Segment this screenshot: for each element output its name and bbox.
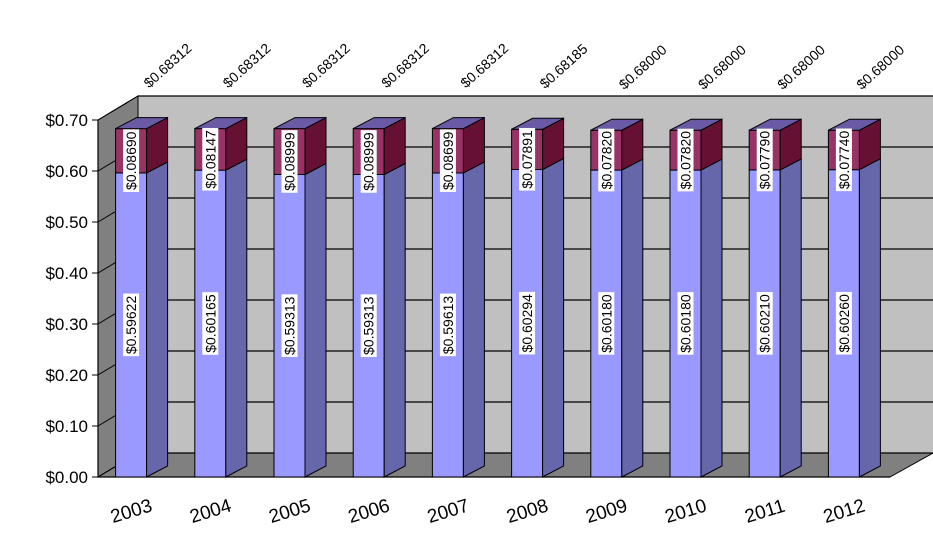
x-tick-label: 2008 [504,496,551,528]
data-label-background [519,127,536,191]
y-tick-label: $0.50 [45,213,88,232]
x-tick-label: 2009 [583,496,630,528]
x-tick-label: 2006 [346,496,393,528]
data-label: $0.07891 [519,130,535,189]
data-label: $0.08699 [440,131,456,190]
data-label-background [519,291,536,355]
bar-segment-side [146,161,169,478]
bar-segment-front [115,172,148,478]
y-tick-label: $0.20 [45,366,88,385]
x-tick-label: 2003 [108,496,155,528]
data-label-background [360,130,377,193]
data-label-background [360,294,377,357]
bar-segment-side [462,161,485,478]
data-label-background [123,129,140,192]
data-label: $0.60210 [757,294,773,353]
bar-segment-side [542,157,565,478]
data-label-background [835,291,852,355]
x-axis: 2003 2004 2005 2006 2007 2008 2009 2010 2011 2012 [108,495,867,528]
data-label: $0.07820 [598,131,614,190]
data-label: $0.60260 [836,294,852,353]
total-label: $0.68312 [140,40,194,91]
data-label: $0.07820 [678,131,694,190]
data-label-background [439,129,456,192]
y-tick-label: $0.10 [45,417,88,436]
data-label-background [123,293,140,357]
data-label: $0.08147 [202,130,218,189]
data-label: $0.07740 [836,131,852,190]
data-label-background [439,293,456,357]
total-label: $0.68312 [299,40,353,91]
data-labels: $0.59622 $0.08690 $0.60165 $0.08147 $0.59313… [123,127,852,357]
bar-segment-side [225,158,248,478]
bar-segment-side [700,158,723,478]
bar-top [432,117,485,130]
data-label: $0.59313 [361,296,377,355]
total-label: $0.68000 [774,41,828,92]
bar-segment-side [858,157,881,478]
data-label: $0.60180 [598,294,614,353]
data-label: $0.60165 [202,294,218,353]
bar-top [115,117,168,130]
data-label-background [202,127,219,191]
data-label: $0.60294 [519,294,535,353]
x-tick-label: 2007 [425,496,472,528]
data-label-background [281,294,298,357]
data-label: $0.60180 [678,294,694,353]
bar-segment-front [511,169,544,478]
bars [115,116,881,478]
y-tick-label: $0.00 [45,468,88,487]
x-tick-label: 2005 [267,496,314,528]
total-label: $0.68312 [378,40,432,91]
data-label-background [598,128,615,192]
bar-segment-side [304,162,327,478]
data-label-background [756,128,773,192]
bar-top [352,117,406,130]
data-label: $0.59613 [440,296,456,355]
data-label: $0.08999 [361,132,377,191]
data-label-background [756,292,773,355]
bar-top [273,117,327,130]
x-tick-label: 2010 [663,496,710,528]
data-label-background [281,130,298,193]
y-tick-label: $0.30 [45,315,88,334]
data-label-background [677,292,694,355]
data-label: $0.08690 [123,131,139,190]
data-label: $0.08999 [282,132,298,191]
total-labels: $0.68312 $0.68312 $0.68312 $0.68312 $0.68312… [140,40,907,93]
y-tick-label: $0.70 [45,111,88,130]
x-tick-label: 2004 [187,495,234,528]
total-label: $0.68000 [695,41,749,92]
bar-segment-side [621,158,644,478]
total-label: $0.68000 [616,41,670,92]
y-tick-label: $0.40 [45,264,88,283]
data-label-background [598,292,615,355]
data-label-background [202,292,219,355]
data-label-background [677,128,694,192]
data-label: $0.59622 [123,296,139,355]
y-axis: $0.00 $0.10 $0.20 $0.30 $0.40 $0.50 $0.60 $0.70 [45,111,890,487]
total-label: $0.68312 [220,40,274,91]
bar-segment-side [383,162,406,478]
total-label: $0.68000 [853,41,907,92]
y-tick-label: $0.60 [45,162,88,181]
x-tick-label: 2012 [821,496,868,528]
data-label: $0.59313 [282,296,298,355]
x-tick-label: 2011 [742,496,787,528]
data-label: $0.07790 [757,131,773,190]
gridline-diagonal [97,95,139,121]
data-label-background [835,128,852,192]
bar-segment-side [779,158,802,478]
total-label: $0.68185 [536,40,590,91]
total-label: $0.68312 [457,40,511,91]
